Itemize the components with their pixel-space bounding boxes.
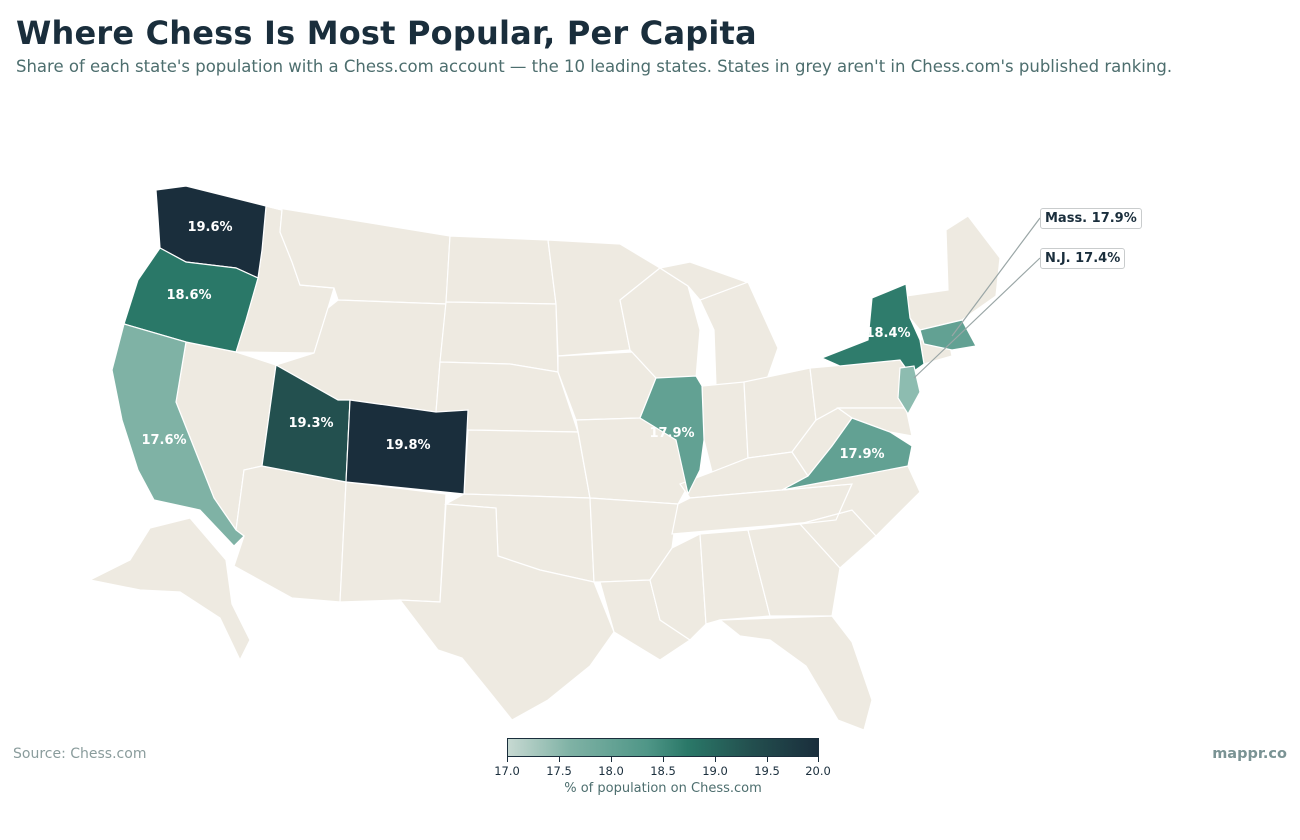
- callout-line-massachusetts: [951, 217, 1041, 337]
- state-new-england: [905, 215, 1001, 331]
- label-new-york: 18.4%: [865, 326, 910, 341]
- label-illinois: 17.9%: [649, 426, 694, 441]
- label-oregon: 18.6%: [166, 288, 211, 303]
- state-colorado: [345, 399, 469, 495]
- legend-tick-label: 18.5: [650, 764, 676, 778]
- state-california: [111, 323, 245, 547]
- state-new-york: [820, 283, 925, 375]
- callout-line-new-jersey: [913, 257, 1041, 379]
- state-alabama: [699, 529, 771, 625]
- state-arizona: [233, 465, 347, 603]
- state-oregon: [123, 247, 259, 353]
- state-georgia: [747, 523, 841, 617]
- page-title: Where Chess Is Most Popular, Per Capita: [16, 14, 757, 52]
- label-washington: 19.6%: [187, 220, 232, 235]
- states-ranked: [111, 185, 977, 547]
- state-new-mexico: [339, 481, 447, 603]
- label-colorado: 19.8%: [385, 438, 430, 453]
- legend-tick-label: 17.5: [546, 764, 572, 778]
- legend-tick-label: 19.0: [702, 764, 728, 778]
- callout-massachusetts: Mass. 17.9%: [1040, 208, 1142, 229]
- state-florida: [718, 615, 873, 731]
- state-north-dakota: [445, 235, 557, 305]
- state-michigan-up: [658, 261, 753, 301]
- state-virginia: [781, 417, 913, 491]
- callout-new-jersey: N.J. 17.4%: [1040, 248, 1126, 269]
- legend-tick-label: 17.0: [494, 764, 520, 778]
- states-no-data: [88, 205, 1001, 731]
- page-subtitle: Share of each state's population with a …: [16, 57, 1173, 76]
- state-alaska: [88, 517, 251, 662]
- legend-title: % of population on Chess.com: [564, 781, 762, 796]
- state-michigan: [699, 281, 779, 387]
- state-massachusetts: [919, 319, 977, 351]
- source-credit: Source: Chess.com: [13, 746, 147, 762]
- color-scale-bar: [507, 738, 819, 757]
- label-california: 17.6%: [141, 433, 186, 448]
- color-scale-legend: 17.0 17.5 18.0 18.5 19.0 19.5 20.0 % of …: [494, 738, 831, 796]
- legend-tick-label: 18.0: [598, 764, 624, 778]
- state-kansas: [463, 429, 591, 499]
- state-maryland: [836, 407, 913, 437]
- label-utah: 19.3%: [288, 416, 333, 431]
- state-south-dakota: [439, 301, 559, 373]
- brand-logo-text: mappr.co: [1212, 746, 1287, 762]
- legend-tick-label: 20.0: [805, 764, 831, 778]
- state-illinois: [639, 375, 705, 496]
- legend-tick-label: 19.5: [754, 764, 780, 778]
- label-virginia: 17.9%: [839, 447, 884, 462]
- state-texas: [398, 503, 615, 721]
- state-indiana: [701, 381, 749, 473]
